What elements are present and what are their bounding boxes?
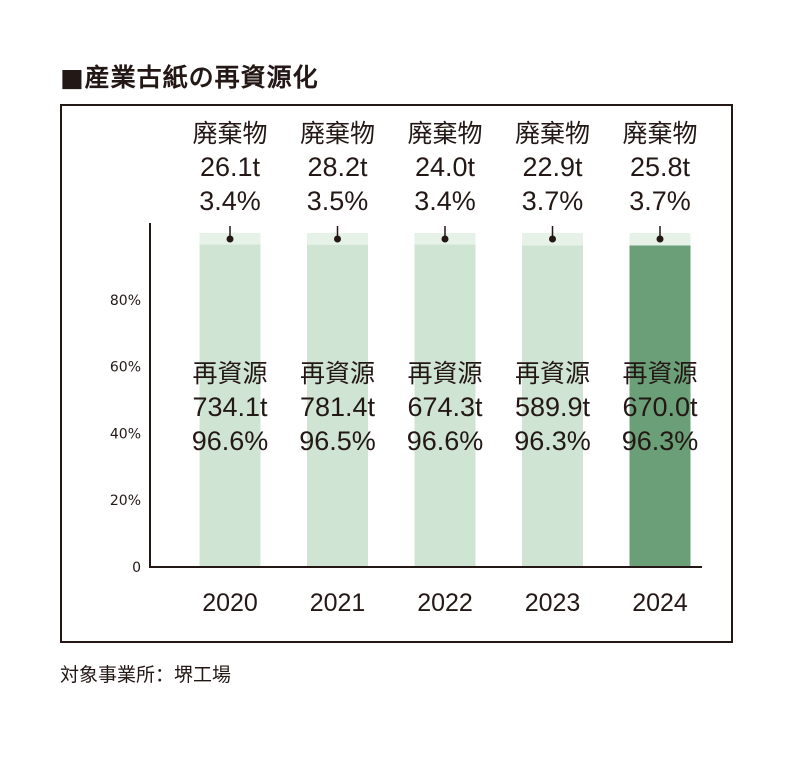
waste-series-label: 廃棄物 — [515, 120, 590, 148]
recycled-percent-label: 96.6% — [407, 426, 484, 456]
y-tick-label: 0 — [132, 560, 141, 576]
recycled-tonnes-label: 670.0t — [622, 392, 698, 422]
recycled-tonnes-label: 734.1t — [192, 392, 268, 422]
recycled-tonnes-label: 589.9t — [515, 392, 591, 422]
waste-series-label: 廃棄物 — [407, 120, 482, 148]
x-tick-label: 2022 — [417, 589, 473, 617]
x-tick-label: 2020 — [202, 589, 258, 617]
recycled-series-label: 再資源 — [515, 360, 590, 388]
waste-percent-label: 3.4% — [199, 186, 261, 216]
waste-pointer-dot-2022 — [441, 235, 449, 243]
waste-tonnes-label: 28.2t — [307, 152, 368, 182]
waste-tonnes-label: 22.9t — [522, 152, 583, 182]
waste-pointer-dot-2024 — [656, 235, 664, 243]
waste-tonnes-label: 24.0t — [415, 152, 476, 182]
waste-percent-label: 3.4% — [414, 186, 476, 216]
waste-series-label: 廃棄物 — [622, 120, 697, 148]
waste-pointer-dot-2020 — [226, 235, 234, 243]
y-tick-label: 60% — [110, 360, 141, 376]
y-tick-label: 40% — [110, 426, 141, 442]
recycled-percent-label: 96.3% — [622, 426, 699, 456]
recycled-series-label: 再資源 — [622, 360, 697, 388]
recycled-percent-label: 96.3% — [514, 426, 591, 456]
chart-title: ■産業古紙の再資源化 — [60, 63, 319, 92]
x-tick-label: 2024 — [632, 589, 688, 617]
waste-series-label: 廃棄物 — [300, 120, 375, 148]
bar-recycled-2021 — [307, 244, 368, 567]
recycled-series-label: 再資源 — [300, 360, 375, 388]
waste-pointer-dot-2021 — [334, 235, 341, 243]
y-tick-label: 20% — [110, 493, 141, 509]
bar-recycled-2020 — [199, 244, 261, 567]
recycled-percent-label: 96.6% — [192, 426, 269, 456]
waste-series-label: 廃棄物 — [192, 120, 267, 148]
bar-recycled-2023 — [522, 245, 583, 567]
footnote: 対象事業所：堺工場 — [60, 664, 232, 686]
waste-percent-label: 3.7% — [522, 186, 584, 216]
bar-recycled-2022 — [414, 244, 476, 567]
waste-percent-label: 3.5% — [307, 186, 369, 216]
y-tick-label: 80% — [110, 293, 141, 309]
recycled-series-label: 再資源 — [192, 360, 267, 388]
waste-tonnes-label: 25.8t — [630, 152, 691, 182]
waste-pointer-dot-2023 — [549, 235, 556, 243]
recycled-percent-label: 96.5% — [299, 426, 376, 456]
waste-tonnes-label: 26.1t — [200, 152, 261, 182]
stacked-bar-chart: 廃棄物 26.1t 3.4% 再資源 734.1t 96.6% 2020 廃棄物 28.2t 3.… — [110, 120, 702, 617]
x-tick-label: 2023 — [525, 589, 581, 617]
bar-recycled-2024 — [629, 245, 691, 567]
x-tick-label: 2021 — [310, 589, 366, 617]
recycled-series-label: 再資源 — [407, 360, 482, 388]
recycled-tonnes-label: 674.3t — [407, 392, 483, 422]
waste-percent-label: 3.7% — [629, 186, 691, 216]
recycled-tonnes-label: 781.4t — [300, 392, 376, 422]
chart-frame: 廃棄物 26.1t 3.4% 再資源 734.1t 96.6% 2020 廃棄物 28.2t 3.… — [60, 104, 733, 643]
